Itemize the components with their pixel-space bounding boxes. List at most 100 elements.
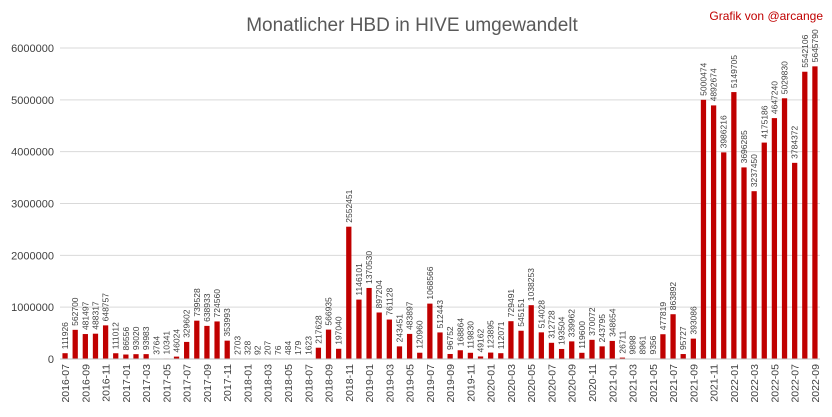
- bars: [62, 66, 818, 360]
- data-label: 4175186: [759, 105, 769, 138]
- data-label: 562700: [70, 297, 80, 326]
- x-tick-label: 2019-07: [425, 364, 437, 403]
- bar: [569, 341, 575, 359]
- bar: [721, 152, 727, 359]
- bar: [619, 357, 626, 359]
- y-tick-label: 4000000: [11, 147, 54, 159]
- data-label: 93983: [141, 326, 151, 350]
- bar: [143, 354, 149, 359]
- bar: [741, 167, 747, 359]
- bar: [558, 348, 565, 359]
- bar: [812, 66, 818, 359]
- y-tick-label: 5000000: [11, 95, 54, 107]
- x-tick-label: 2016-07: [60, 364, 72, 403]
- x-tick-label: 2020-03: [506, 364, 518, 403]
- bar: [204, 325, 210, 359]
- bar: [123, 354, 129, 359]
- data-label: 46024: [172, 329, 182, 353]
- data-label: 86556: [121, 327, 131, 351]
- bar: [680, 354, 686, 359]
- bar: [224, 340, 230, 359]
- data-label: 897204: [374, 280, 384, 309]
- bar: [214, 321, 220, 359]
- x-tick-label: 2021-01: [607, 364, 619, 403]
- x-tick-label: 2021-07: [668, 364, 680, 403]
- data-label: 512443: [435, 300, 445, 329]
- bar: [72, 329, 78, 359]
- chart-title: Monatlicher HBD in HIVE umgewandelt: [246, 15, 578, 36]
- bar: [589, 339, 595, 359]
- bar: [690, 338, 696, 359]
- y-tick-label: 1000000: [11, 302, 54, 314]
- bar: [133, 354, 139, 359]
- chart-credit: Grafik von @arcange: [709, 9, 823, 23]
- bar: [508, 321, 514, 359]
- data-label: 4647240: [769, 81, 779, 114]
- x-tick-label: 2017-03: [141, 364, 153, 403]
- bar: [700, 99, 707, 359]
- bar: [710, 105, 717, 360]
- data-label: 5000474: [698, 62, 708, 95]
- bar: [386, 319, 392, 359]
- data-label: 724560: [212, 289, 222, 318]
- x-tick-label: 2020-07: [546, 364, 558, 403]
- data-label: 120960: [415, 320, 425, 349]
- data-label: 545151: [516, 298, 526, 327]
- bar: [731, 92, 737, 360]
- bar: [498, 353, 504, 359]
- bar: [62, 353, 68, 359]
- data-label: 76: [273, 345, 283, 355]
- bar: [346, 226, 352, 359]
- bar: [579, 352, 585, 359]
- data-label: 477819: [658, 302, 668, 331]
- gridlines: [60, 47, 820, 308]
- data-label: 481497: [80, 301, 90, 330]
- x-tick-label: 2020-05: [526, 364, 538, 403]
- data-label: 514028: [536, 300, 546, 329]
- data-label: 312728: [546, 310, 556, 339]
- data-label: 243451: [394, 314, 404, 343]
- data-label: 1038253: [526, 268, 536, 301]
- bar: [194, 320, 200, 359]
- x-tick-label: 2020-09: [567, 364, 579, 403]
- data-label: 483897: [405, 301, 415, 330]
- data-label: 1623: [303, 336, 313, 355]
- x-tick-label: 2022-07: [790, 364, 802, 403]
- data-label: 207: [263, 341, 273, 355]
- data-label: 2552451: [344, 189, 354, 222]
- x-tick-label: 2018-11: [344, 364, 356, 402]
- bar: [781, 98, 788, 360]
- data-label: 95727: [678, 326, 688, 350]
- bar: [528, 305, 534, 359]
- x-tick-label: 2021-11: [709, 364, 721, 402]
- bar: [488, 352, 494, 359]
- bar: [467, 352, 474, 359]
- data-label: 370072: [587, 307, 597, 336]
- data-label: 92: [253, 345, 263, 355]
- data-label: 4892674: [709, 68, 719, 101]
- x-tick-label: 2020-01: [486, 364, 498, 403]
- x-tick-label: 2017-11: [222, 364, 234, 402]
- data-label: 3237450: [749, 154, 759, 187]
- y-tick-label: 6000000: [11, 43, 54, 55]
- bar: [457, 350, 463, 359]
- x-tick-label: 2019-09: [445, 364, 457, 403]
- data-label: 8961: [638, 335, 648, 354]
- x-tick-label: 2019-01: [364, 364, 376, 403]
- data-label: 488317: [90, 301, 100, 330]
- data-label: 197040: [334, 316, 344, 345]
- x-tick-label: 2021-09: [688, 364, 700, 403]
- data-label: 9356: [648, 335, 658, 354]
- data-label: 353993: [222, 308, 232, 337]
- data-label: 328: [242, 341, 252, 355]
- x-tick-label: 2016-11: [101, 364, 113, 402]
- bar: [113, 353, 119, 359]
- data-label: 348654: [607, 308, 617, 337]
- x-tick-label: 2018-05: [283, 364, 295, 403]
- data-label: 3764: [151, 336, 161, 355]
- data-label: 119600: [577, 321, 587, 349]
- data-label: 5029830: [780, 61, 790, 94]
- data-label: 111012: [111, 322, 121, 349]
